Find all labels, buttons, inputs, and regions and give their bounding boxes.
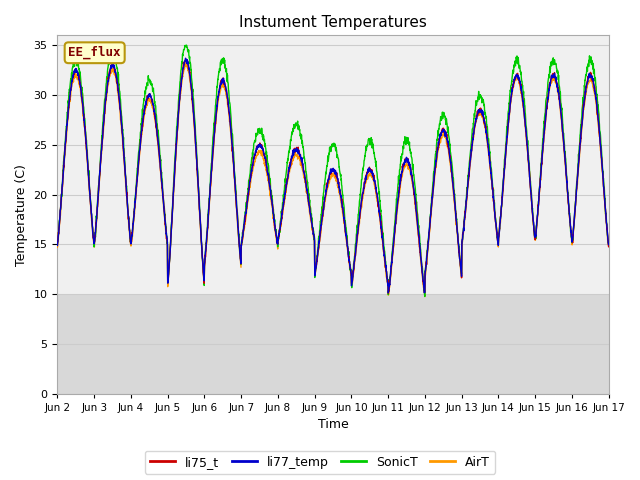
- li75_t: [182, 56, 189, 61]
- AirT: [421, 294, 429, 300]
- Line: SonicT: SonicT: [58, 45, 609, 297]
- SonicT: [557, 89, 564, 95]
- li75_t: [385, 290, 392, 296]
- Line: li77_temp: li77_temp: [58, 58, 609, 293]
- li77_temp: [349, 270, 357, 276]
- AirT: [493, 238, 501, 244]
- SonicT: [349, 270, 357, 276]
- li77_temp: [54, 242, 61, 248]
- li75_t: [572, 197, 580, 203]
- li77_temp: [182, 55, 189, 61]
- SonicT: [493, 233, 501, 239]
- li75_t: [349, 268, 357, 274]
- SonicT: [182, 42, 189, 48]
- li75_t: [493, 237, 501, 243]
- AirT: [182, 61, 190, 67]
- li75_t: [54, 239, 61, 245]
- AirT: [361, 181, 369, 187]
- li77_temp: [493, 238, 501, 243]
- SonicT: [572, 198, 580, 204]
- SonicT: [421, 294, 429, 300]
- li75_t: [361, 180, 369, 185]
- SonicT: [54, 240, 61, 246]
- li77_temp: [557, 105, 564, 110]
- li77_temp: [385, 290, 392, 296]
- Title: Instument Temperatures: Instument Temperatures: [239, 15, 427, 30]
- AirT: [349, 275, 357, 280]
- AirT: [572, 202, 580, 208]
- AirT: [207, 172, 215, 178]
- SonicT: [605, 239, 612, 245]
- AirT: [557, 107, 564, 112]
- SonicT: [207, 161, 215, 167]
- li75_t: [557, 103, 564, 108]
- Bar: [58, 36, 609, 294]
- Line: li75_t: li75_t: [58, 59, 609, 293]
- AirT: [605, 243, 612, 249]
- li75_t: [207, 169, 215, 175]
- Bar: [58, 294, 609, 394]
- li77_temp: [605, 242, 612, 248]
- AirT: [54, 244, 61, 250]
- li77_temp: [572, 200, 580, 205]
- Legend: li75_t, li77_temp, SonicT, AirT: li75_t, li77_temp, SonicT, AirT: [145, 451, 495, 474]
- Y-axis label: Temperature (C): Temperature (C): [15, 164, 28, 265]
- li77_temp: [361, 179, 369, 184]
- SonicT: [361, 154, 369, 159]
- li75_t: [605, 244, 612, 250]
- Line: AirT: AirT: [58, 64, 609, 297]
- li77_temp: [207, 168, 215, 174]
- X-axis label: Time: Time: [317, 419, 348, 432]
- Text: EE_flux: EE_flux: [68, 46, 121, 60]
